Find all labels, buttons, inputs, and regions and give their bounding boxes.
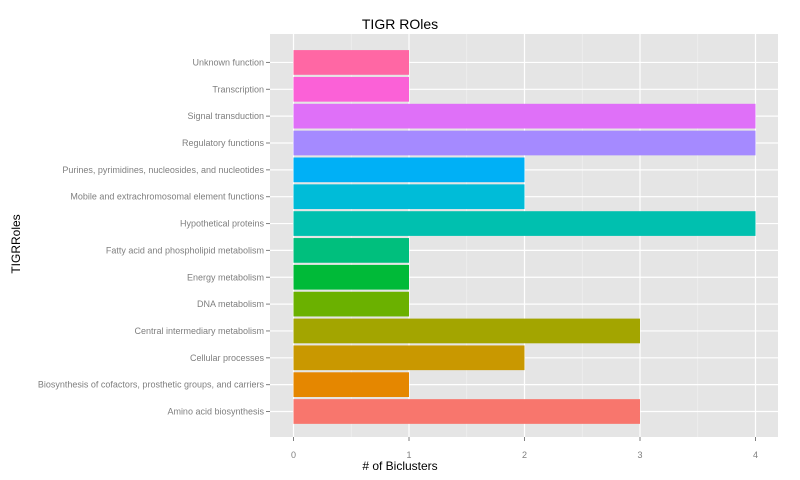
- y-tick-label: Fatty acid and phospholipid metabolism: [106, 245, 264, 255]
- y-tick-label: Signal transduction: [187, 111, 264, 121]
- y-tick-label: DNA metabolism: [197, 299, 264, 309]
- y-tick-label: Amino acid biosynthesis: [167, 407, 264, 417]
- bar: [293, 103, 756, 129]
- bar: [293, 318, 640, 344]
- y-tick-label: Cellular processes: [190, 353, 265, 363]
- bar: [293, 238, 409, 263]
- y-tick-label: Regulatory functions: [182, 138, 265, 148]
- x-axis: 0 1 2 3 4: [291, 437, 758, 460]
- chart-title: TIGR ROles: [362, 16, 438, 32]
- y-tick-label: Transcription: [212, 84, 264, 94]
- bar: [293, 184, 525, 210]
- x-tick-label: 2: [522, 450, 527, 460]
- x-tick-label: 4: [753, 450, 758, 460]
- y-tick-label: Hypothetical proteins: [180, 219, 265, 229]
- x-tick-label: 0: [291, 450, 296, 460]
- bar: [293, 399, 640, 424]
- bar: [293, 291, 409, 317]
- bar: [293, 76, 409, 102]
- bars: [293, 50, 756, 424]
- x-tick-label: 1: [406, 450, 411, 460]
- y-tick-label: Unknown function: [192, 57, 264, 67]
- x-axis-title: # of Biclusters: [362, 459, 437, 473]
- bar: [293, 211, 756, 236]
- x-tick-label: 3: [637, 450, 642, 460]
- y-axis-title: TIGRRoles: [9, 214, 23, 273]
- y-tick-label: Biosynthesis of cofactors, prosthetic gr…: [38, 380, 265, 390]
- y-tick-label: Mobile and extrachromosomal element func…: [70, 192, 264, 202]
- y-tick-label: Energy metabolism: [187, 272, 264, 282]
- bar: [293, 50, 409, 75]
- y-axis: Amino acid biosynthesis Biosynthesis of c…: [38, 57, 270, 417]
- y-tick-label: Purines, pyrimidines, nucleosides, and n…: [62, 165, 264, 175]
- bar: [293, 372, 409, 398]
- bar: [293, 130, 756, 156]
- bar: [293, 345, 525, 371]
- bar: [293, 157, 525, 183]
- bar: [293, 264, 409, 290]
- y-tick-label: Central intermediary metabolism: [134, 326, 264, 336]
